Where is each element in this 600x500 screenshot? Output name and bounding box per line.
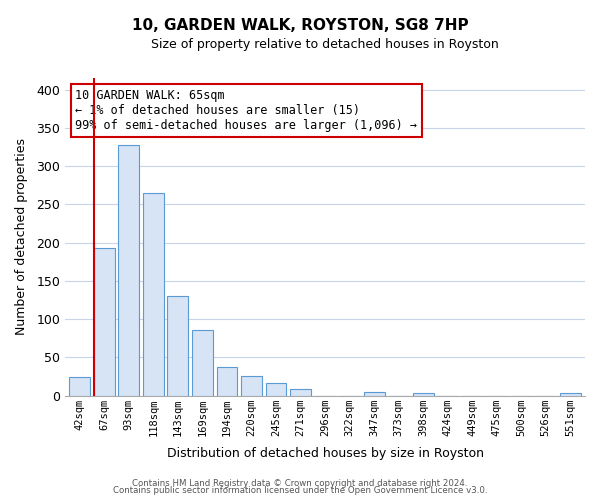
Bar — [364, 392, 385, 396]
Bar — [413, 394, 434, 396]
Text: 10, GARDEN WALK, ROYSTON, SG8 7HP: 10, GARDEN WALK, ROYSTON, SG8 7HP — [131, 18, 469, 32]
Title: Size of property relative to detached houses in Royston: Size of property relative to detached ho… — [151, 38, 499, 51]
Bar — [241, 376, 262, 396]
Bar — [167, 296, 188, 396]
Bar — [192, 330, 213, 396]
Bar — [290, 390, 311, 396]
Text: Contains HM Land Registry data © Crown copyright and database right 2024.: Contains HM Land Registry data © Crown c… — [132, 478, 468, 488]
Bar — [94, 248, 115, 396]
Bar — [266, 382, 286, 396]
Text: Contains public sector information licensed under the Open Government Licence v3: Contains public sector information licen… — [113, 486, 487, 495]
Bar — [70, 377, 90, 396]
Bar — [217, 366, 238, 396]
Text: 10 GARDEN WALK: 65sqm
← 1% of detached houses are smaller (15)
99% of semi-detac: 10 GARDEN WALK: 65sqm ← 1% of detached h… — [76, 89, 418, 132]
Bar — [560, 394, 581, 396]
Bar — [118, 144, 139, 396]
X-axis label: Distribution of detached houses by size in Royston: Distribution of detached houses by size … — [167, 447, 484, 460]
Bar — [143, 193, 164, 396]
Y-axis label: Number of detached properties: Number of detached properties — [15, 138, 28, 336]
